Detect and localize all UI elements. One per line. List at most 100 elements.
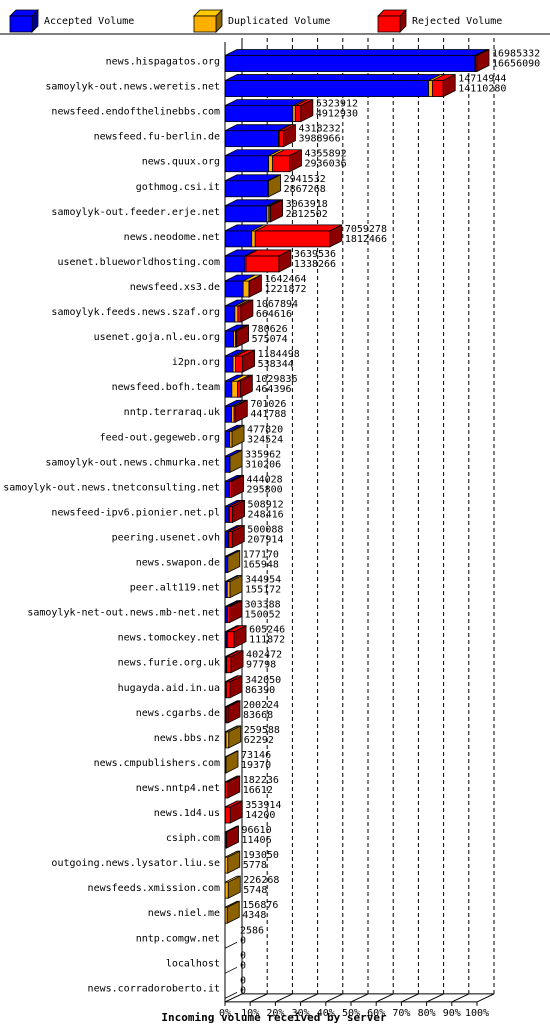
tick-label: 30% (292, 1008, 310, 1019)
bar-segment (228, 531, 233, 548)
total-value-label: 14714944 (458, 74, 506, 85)
accepted-value-label: 310206 (245, 459, 281, 470)
bar-segment (224, 155, 269, 173)
total-value-label: 177170 (243, 550, 279, 561)
floor-line (300, 993, 318, 1003)
total-value-label: 500088 (247, 524, 283, 535)
bar-segment (226, 656, 232, 674)
bar-empty-marker (224, 992, 238, 999)
server-label: news.neodome.net (124, 232, 220, 243)
bar-segment (224, 280, 244, 298)
bar-segment (431, 80, 444, 97)
server-label: samoylyk-out.feeder.erje.net (51, 207, 220, 218)
accepted-value-label: 19370 (241, 760, 271, 771)
total-value-label: 605246 (249, 625, 285, 636)
bar-segment (224, 230, 253, 248)
accepted-value-label: 1338266 (294, 259, 336, 270)
server-label: samoylyk-net-out.news.mb-net.net (27, 608, 220, 619)
bar-segment-top (224, 49, 488, 56)
bar-segment (224, 105, 294, 123)
server-label: newsfeed.fu-berlin.de (94, 132, 220, 143)
total-value-label: 1184498 (258, 349, 300, 360)
server-label: peering.usenet.ovh (112, 532, 220, 543)
server-label: nntp.comgw.net (136, 933, 220, 944)
accepted-value-label: 16656090 (492, 59, 540, 70)
tick-label: 10% (241, 1008, 259, 1019)
total-value-label: 477820 (247, 424, 283, 435)
server-label: samoylyk-out.news.tnetconsulting.net (3, 482, 220, 493)
legend-label: Duplicated Volume (228, 16, 330, 27)
server-label: localhost (166, 958, 220, 969)
bar-side (270, 199, 284, 223)
accepted-value-label: 5748 (243, 885, 267, 896)
accepted-value-label: 5778 (243, 860, 267, 871)
accepted-value-label: 62292 (244, 735, 274, 746)
bars (224, 48, 490, 999)
total-value-label: 1029836 (255, 374, 297, 385)
server-label: news.tomockey.net (118, 633, 220, 644)
server-label: news.furie.org.uk (118, 658, 220, 669)
bar-segment (225, 681, 231, 699)
accepted-value-label: 150052 (245, 610, 281, 621)
server-label: samoylyk-out.news.chmurka.net (45, 457, 220, 468)
bar-side (226, 825, 239, 849)
total-value-label: 1642464 (264, 274, 306, 285)
bar-side (234, 399, 248, 423)
bar-segment (224, 80, 430, 97)
bar-segment (251, 230, 256, 248)
total-value-label: 200224 (243, 700, 279, 711)
bar-side (240, 299, 254, 323)
bar-segment (234, 305, 239, 323)
bar-segment (272, 155, 290, 173)
accepted-value-label: 111872 (249, 635, 285, 646)
server-label: feed-out.gegeweb.org (100, 432, 220, 443)
legend-label: Rejected Volume (412, 16, 502, 27)
bar-segment (226, 581, 231, 598)
bar-segment (268, 155, 274, 173)
server-label: csiph.com (166, 833, 220, 844)
bar-side (228, 725, 242, 749)
floor-line (375, 993, 394, 1003)
accepted-value-label: 295800 (247, 484, 283, 495)
bar-side (278, 249, 292, 273)
bar-segment (224, 380, 233, 398)
accepted-value-label: 0 (240, 985, 246, 996)
total-value-label: 0 (240, 950, 246, 961)
value-labels: 1698533216656090147149441411028053239124… (240, 49, 540, 997)
bar-empty-marker (224, 941, 238, 949)
legend-swatch (193, 15, 217, 33)
bar-segment (224, 330, 234, 348)
total-value-label: 3639536 (294, 249, 336, 260)
bar-segment (235, 355, 244, 373)
total-value-label: 7059278 (345, 224, 387, 235)
x-axis: 0% 10% 20% 30% 40% 50% 60% 70% 80% 90% 100% (219, 42, 494, 1019)
accepted-value-label: 4912930 (316, 109, 358, 120)
bar-segment (224, 430, 231, 448)
total-value-label: 226268 (243, 875, 279, 886)
bar-segment (224, 205, 268, 223)
server-label: newsfeed.endofthelinebbs.com (51, 107, 220, 118)
total-value-label: 1067894 (256, 299, 298, 310)
total-value-label: 156876 (242, 900, 278, 911)
bar-segment (224, 130, 279, 148)
total-value-label: 335962 (245, 449, 281, 460)
total-value-label: 508912 (248, 499, 284, 510)
bar-side (225, 750, 239, 774)
bar-side (233, 625, 247, 649)
bar-side (268, 174, 281, 198)
total-value-label: 5323912 (316, 99, 358, 110)
bar-segment (254, 230, 331, 248)
bar-side (227, 775, 241, 799)
accepted-value-label: 207914 (247, 534, 283, 545)
accepted-value-label: 538344 (258, 359, 294, 370)
accepted-value-label: 14110280 (458, 84, 506, 95)
total-value-label: 4355892 (305, 149, 347, 160)
accepted-value-label: 86390 (245, 685, 275, 696)
bar-segment (224, 480, 230, 498)
bar-segment (226, 631, 235, 649)
total-value-label: 193050 (243, 850, 279, 861)
total-value-label: 444028 (247, 474, 283, 485)
floor-line (325, 993, 344, 1003)
server-label: newsfeed.bofh.team (112, 382, 220, 393)
